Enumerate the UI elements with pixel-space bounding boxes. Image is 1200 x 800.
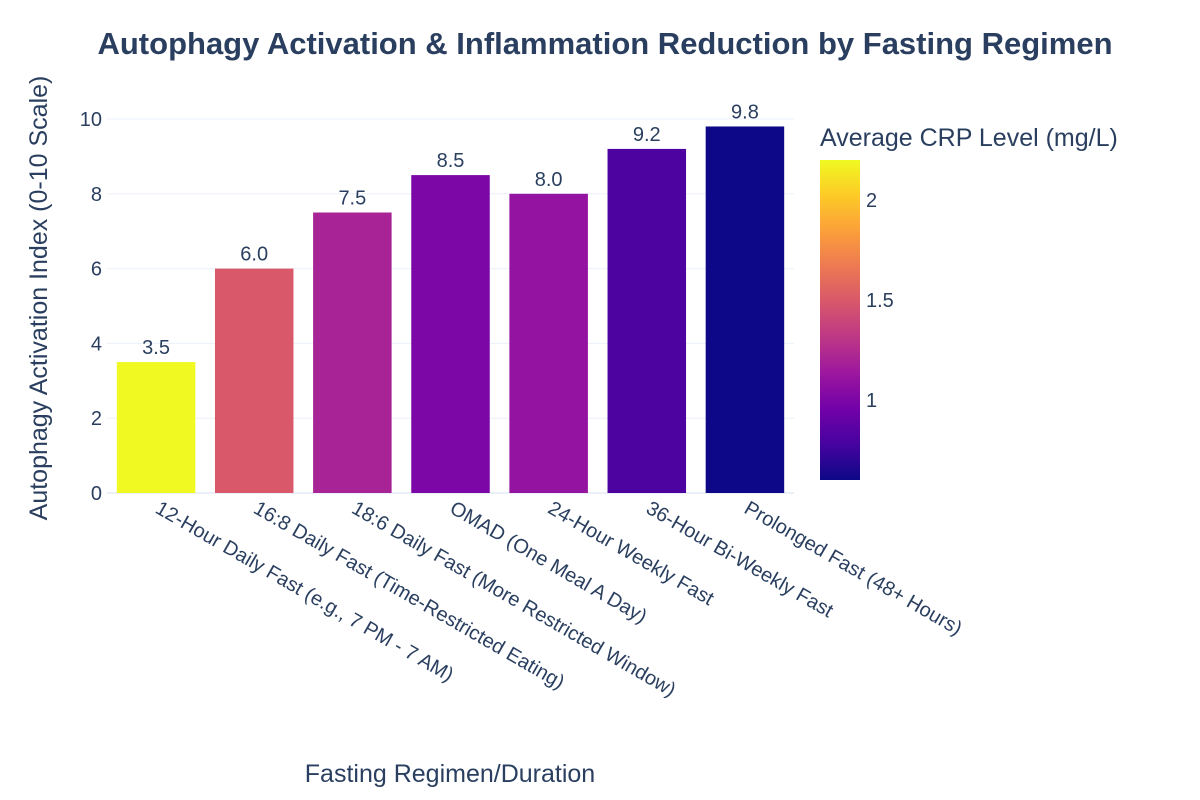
bar[interactable] [705,126,785,493]
colorbar-title: Average CRP Level (mg/L) [820,124,1118,152]
bar[interactable] [116,362,196,493]
bar-value-label: 6.0 [240,244,268,266]
bars [116,126,785,494]
colorbar-tick-label: 1.5 [866,290,894,312]
y-tick-label: 6 [91,259,102,281]
y-tick-label: 10 [80,109,102,131]
colorbar-gradient [820,160,860,480]
bar-value-label: 9.2 [633,124,661,146]
bar[interactable] [214,268,294,493]
y-axis-title: Autophagy Activation Index (0-10 Scale) [25,76,53,521]
bar[interactable] [411,175,490,493]
colorbar-ticks: 11.52 [866,190,894,412]
data-labels: 3.5 6.0 7.5 8.5 8.0 9.2 9.8 [142,101,759,359]
bar-value-label: 8.0 [535,169,563,191]
x-axis-title: Fasting Regimen/Duration [305,760,595,788]
bar-value-label: 7.5 [338,188,366,210]
chart-title: Autophagy Activation & Inflammation Redu… [97,26,1112,61]
y-axis-ticks: 0 2 4 6 8 10 [80,109,102,505]
bar[interactable] [607,148,687,494]
y-tick-label: 2 [91,408,102,430]
colorbar: Average CRP Level (mg/L) 11.52 [820,124,1118,480]
bar-value-label: 9.8 [731,101,759,123]
y-tick-label: 4 [91,333,102,355]
colorbar-tick-label: 2 [866,190,877,212]
x-tick-label: 24-Hour Weekly Fast [544,497,718,610]
bar-value-label: 8.5 [437,150,465,172]
x-tick-label: 36-Hour Bi-Weekly Fast [642,497,837,622]
y-tick-label: 8 [91,184,102,206]
bar-value-label: 3.5 [142,337,170,359]
y-tick-label: 0 [91,483,102,505]
bar[interactable] [509,193,588,494]
bar[interactable] [313,212,392,494]
colorbar-tick-label: 1 [866,390,877,412]
x-axis-category-labels: 12-Hour Daily Fast (e.g., 7 PM - 7 AM)16… [152,497,966,701]
